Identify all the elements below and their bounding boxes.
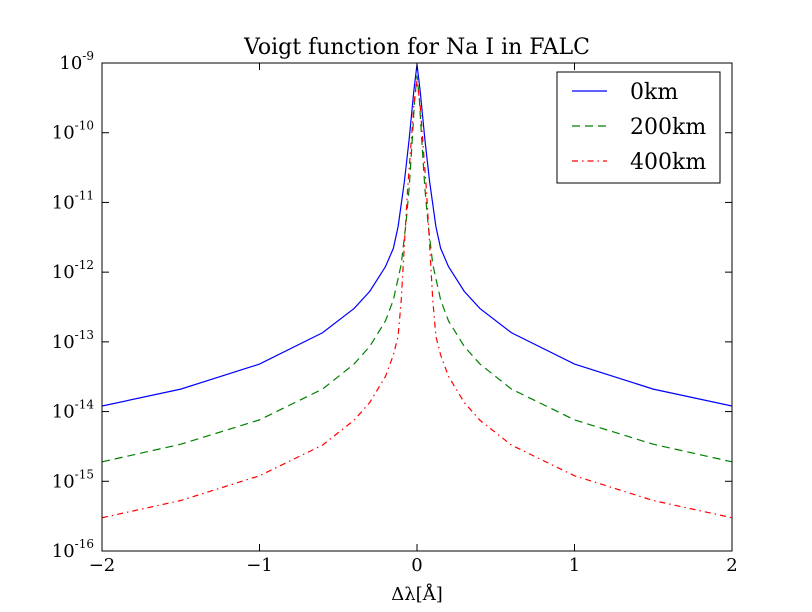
- legend-label-0km: 0km: [630, 80, 678, 105]
- y-tick-label: 10-9: [59, 49, 94, 74]
- y-tick-label: 10-11: [52, 188, 94, 213]
- x-tick-label: 0: [411, 555, 422, 576]
- legend-label-200km: 200km: [630, 115, 706, 140]
- y-tick-label: 10-12: [52, 258, 94, 283]
- series-line-400km: [102, 80, 732, 519]
- legend: 0km 200km 400km: [556, 71, 721, 184]
- y-tick-label: 10-15: [52, 467, 94, 492]
- chart-title: Voigt function for Na I in FALC: [243, 35, 590, 60]
- y-tick-label: 10-14: [52, 398, 95, 423]
- series-line-200km: [102, 75, 732, 463]
- y-tick-label: 10-10: [52, 119, 94, 144]
- legend-label-400km: 400km: [630, 150, 706, 175]
- x-tick-label: −1: [246, 555, 273, 576]
- x-tick-label: 1: [569, 555, 580, 576]
- x-tick-label: 2: [726, 555, 737, 576]
- ticks-layer: −2 −1 0 1 2 10-9 10-10 10-11 10-12 10-13 10-14 10-1…: [52, 49, 738, 576]
- x-axis-label: Δλ[Å]: [391, 583, 442, 605]
- y-tick-label: 10-13: [52, 328, 94, 353]
- y-tick-label: 10-16: [52, 537, 94, 562]
- x-tick-label: −2: [89, 555, 116, 576]
